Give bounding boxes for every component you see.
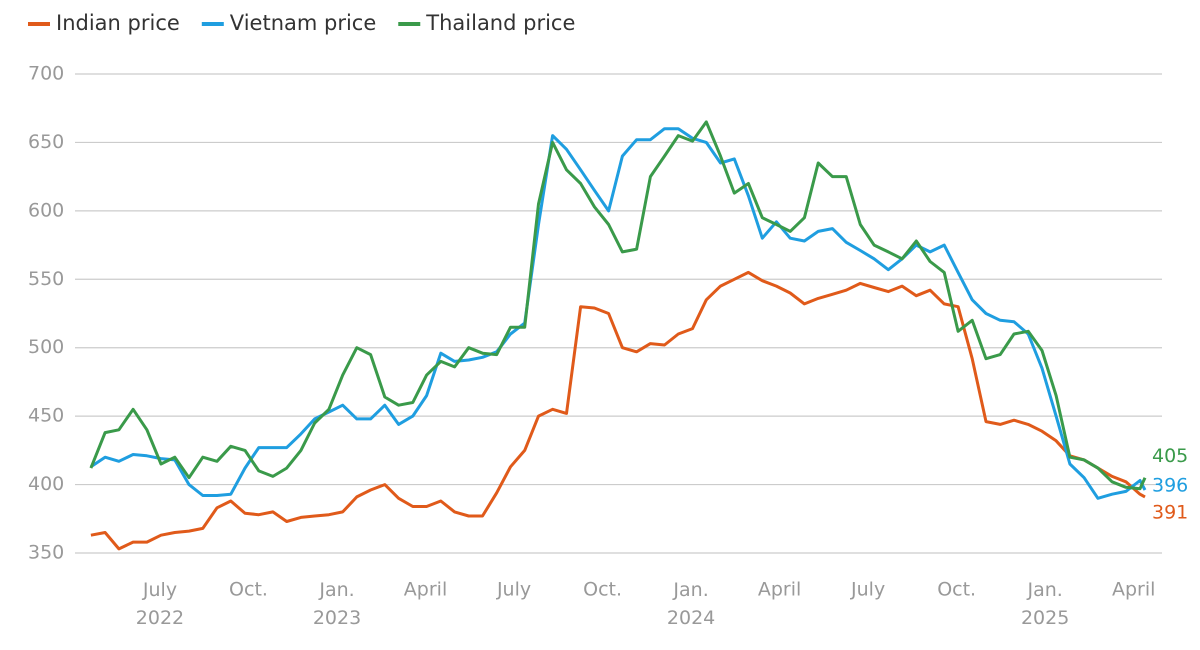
x-tick-label: April bbox=[404, 579, 447, 601]
x-tick-label: April bbox=[1112, 579, 1155, 601]
y-tick-label: 650 bbox=[28, 131, 64, 153]
x-tick-label: Jan. 2024 bbox=[667, 579, 715, 629]
legend-label: Vietnam price bbox=[230, 11, 376, 35]
series-line bbox=[90, 127, 1147, 500]
end-label: 391 bbox=[1152, 501, 1188, 523]
y-tick-label: 450 bbox=[28, 405, 64, 427]
x-tick-label: July 2022 bbox=[136, 579, 184, 629]
y-tick-label: 400 bbox=[28, 473, 64, 495]
x-tick-label: Oct. bbox=[583, 579, 622, 601]
y-tick-label: 350 bbox=[28, 542, 64, 564]
end-label: 396 bbox=[1152, 475, 1188, 497]
x-tick-label: July bbox=[496, 579, 531, 601]
y-tick-label: 550 bbox=[28, 268, 64, 290]
x-tick-label: July bbox=[850, 579, 885, 601]
end-label: 405 bbox=[1152, 445, 1188, 467]
x-tick-label: April bbox=[758, 579, 801, 601]
x-tick-label: Jan. 2023 bbox=[313, 579, 361, 629]
y-tick-label: 500 bbox=[28, 336, 64, 358]
series-line bbox=[89, 120, 1147, 491]
legend-label: Indian price bbox=[56, 11, 180, 35]
series-line bbox=[90, 270, 1146, 551]
x-tick-label: Jan. 2025 bbox=[1021, 579, 1069, 629]
x-tick-label: Oct. bbox=[229, 579, 268, 601]
legend-label: Thailand price bbox=[425, 11, 575, 35]
x-tick-label: Oct. bbox=[937, 579, 976, 601]
y-tick-label: 600 bbox=[28, 199, 64, 221]
y-tick-label: 700 bbox=[28, 63, 64, 85]
